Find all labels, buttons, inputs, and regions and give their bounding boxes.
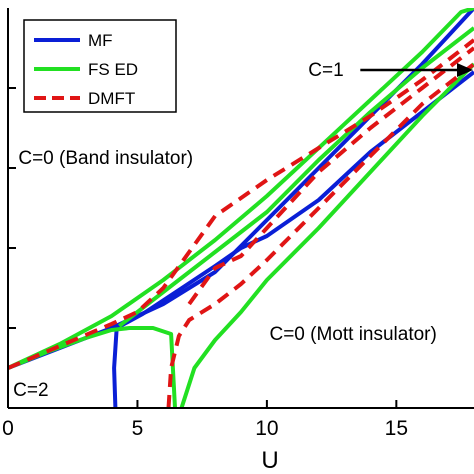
x-tick-label: 15: [385, 417, 408, 440]
legend-label: DMFT: [88, 89, 135, 108]
legend-label: MF: [88, 31, 113, 50]
legend-label: FS ED: [88, 60, 138, 79]
region-label: C=2: [13, 380, 48, 401]
c1-arrow-head: [457, 63, 473, 77]
series-dmft-line-1: [8, 38, 474, 370]
x-tick-label: 10: [255, 417, 278, 440]
series-dmft-line-2: [166, 62, 474, 408]
region-label: C=0 (Mott insulator): [269, 324, 436, 345]
legend-layer: MF FS ED DMFT: [23, 19, 177, 113]
series-dmft-line-3: [187, 46, 474, 306]
x-tick-label: 5: [132, 417, 144, 440]
series-fs-ed-line-4: [118, 26, 474, 328]
series-mf-line-2: [112, 70, 474, 408]
axes-layer: 0 5 10 15: [2, 8, 474, 440]
series-fs-ed-line-1: [8, 8, 474, 370]
x-axis-label: U: [261, 447, 278, 474]
region-label: C=0 (Band insulator): [18, 148, 193, 169]
annotation-layer: C=0 (Band insulator) C=0 (Mott insulator)…: [13, 60, 473, 401]
series-layer: [8, 8, 474, 408]
x-tick-label: 0: [2, 417, 14, 440]
series-fs-ed-line-3: [179, 62, 474, 408]
legend-box: [23, 19, 177, 113]
region-label: C=1: [308, 60, 343, 81]
